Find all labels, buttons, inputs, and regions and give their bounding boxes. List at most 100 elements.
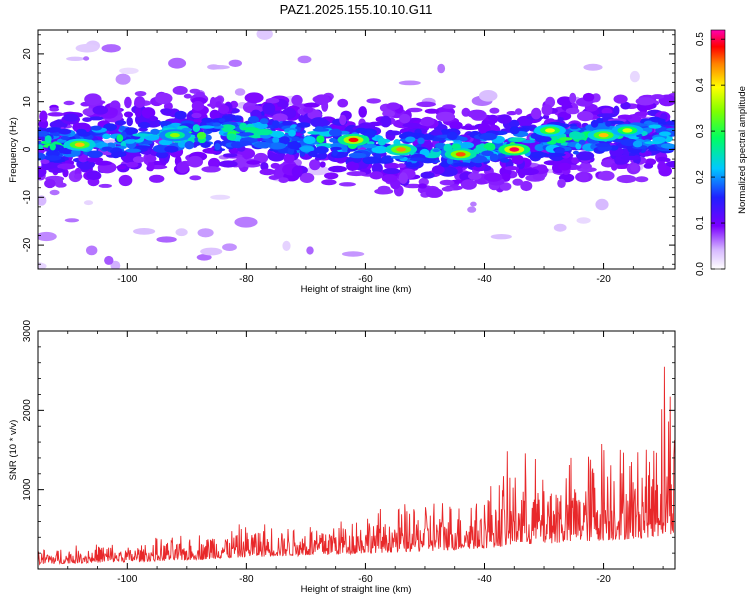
heatmap-cell	[583, 63, 603, 71]
heatmap-cell	[104, 255, 114, 265]
heatmap-cell	[118, 174, 133, 187]
heatmap-cell	[478, 90, 498, 102]
heatmap-cell	[520, 180, 533, 192]
heatmap-cell	[651, 94, 665, 100]
heatmap-cell	[92, 105, 109, 115]
heatmap-cell	[530, 151, 547, 159]
heatmap-cell	[499, 182, 512, 191]
heatmap-cell	[548, 153, 566, 157]
heatmap-cell	[272, 113, 288, 122]
heatmap-cell	[256, 128, 273, 136]
heatmap-cell	[439, 179, 455, 186]
heatmap-cell	[309, 159, 321, 171]
heatmap-cell	[407, 107, 423, 113]
heatmap-cell	[381, 174, 398, 183]
heatmap-cell	[49, 120, 68, 129]
y-tick-label: 0	[22, 146, 33, 152]
heatmap-cell	[650, 118, 666, 123]
snr-x-label: Height of straight line (km)	[301, 584, 412, 595]
heatmap-cell	[657, 161, 667, 172]
heatmap-cell	[382, 109, 395, 118]
heatmap-cell	[183, 93, 192, 99]
heatmap-cell	[617, 114, 633, 120]
heatmap-cell	[155, 151, 169, 159]
heatmap-cell	[620, 155, 641, 161]
heatmap-cell	[441, 186, 454, 192]
heatmap-cell	[64, 218, 80, 223]
heatmap-cell	[648, 124, 662, 129]
heatmap-cell	[58, 128, 72, 135]
heatmap-cell	[409, 157, 426, 162]
heatmap-cell	[665, 120, 675, 126]
heatmap-cell	[40, 159, 50, 164]
heatmap-cell	[212, 122, 221, 127]
heatmap-cell	[434, 142, 447, 150]
heatmap-cell	[210, 194, 231, 200]
heatmap-cell	[504, 166, 519, 171]
heatmap-cell	[126, 161, 139, 168]
heatmap-cell	[138, 127, 149, 132]
heatmap-cell	[221, 124, 234, 133]
heatmap-cell	[86, 170, 101, 180]
heatmap-cell	[164, 145, 179, 153]
heatmap-cell	[291, 94, 303, 106]
heatmap-cell	[303, 107, 314, 113]
heatmap-cell	[341, 145, 348, 153]
heatmap-cell	[571, 157, 580, 164]
heatmap-cell	[657, 156, 668, 162]
heatmap-cell	[154, 92, 173, 105]
heatmap-cell	[595, 198, 609, 211]
heatmap-cell	[160, 108, 172, 114]
x-tick-label: -60	[358, 574, 373, 585]
heatmap-cell	[226, 133, 237, 141]
heatmap-cell	[328, 165, 347, 173]
heatmap-cell	[489, 153, 499, 162]
heatmap-cell	[259, 168, 276, 176]
heatmap-cell	[346, 161, 359, 171]
heatmap-cell	[119, 67, 139, 75]
heatmap-cell	[271, 130, 285, 139]
heatmap-cell	[535, 136, 552, 143]
heatmap-cell	[431, 165, 445, 175]
heatmap-cell	[122, 127, 139, 135]
heatmap-cell	[86, 245, 98, 256]
heatmap-cell	[169, 133, 180, 138]
heatmap-cell	[244, 92, 264, 104]
heatmap-cell	[272, 136, 280, 144]
heatmap-cell	[308, 150, 318, 157]
heatmap-cell	[262, 102, 276, 115]
heatmap-cell	[126, 116, 133, 127]
heatmap-cell	[103, 123, 117, 131]
heatmap-cell	[497, 114, 512, 124]
heatmap-cell	[398, 80, 421, 86]
heatmap-cell	[451, 143, 462, 150]
heatmap-cell	[175, 228, 188, 237]
heatmap-cell	[557, 178, 566, 188]
heatmap-cell	[468, 161, 476, 168]
heatmap-cell	[134, 106, 142, 118]
heatmap-cell	[209, 96, 217, 109]
heatmap-cell	[101, 44, 121, 53]
heatmap-cell	[115, 120, 127, 126]
heatmap-cell	[570, 126, 579, 130]
heatmap-cell	[506, 111, 518, 116]
heatmap-cell	[46, 150, 60, 158]
heatmap-cell	[149, 174, 165, 183]
heatmap-cell	[313, 94, 330, 105]
heatmap-cell	[94, 160, 112, 166]
heatmap-cell	[449, 121, 463, 130]
heatmap-cell	[536, 164, 548, 172]
heatmap-cell	[145, 155, 157, 163]
heatmap-cell	[150, 128, 160, 135]
heatmap-cell	[330, 142, 345, 149]
heatmap-cell	[265, 97, 280, 104]
heatmap-cell	[590, 119, 599, 128]
heatmap-cell	[115, 73, 131, 85]
heatmap-cell	[214, 143, 221, 151]
heatmap-cell	[278, 177, 289, 184]
heatmap-cell	[515, 108, 523, 115]
colorbar-tick-label: 0.5	[695, 32, 706, 46]
y-tick-label: 3000	[22, 319, 33, 342]
heatmap-cell	[176, 161, 189, 174]
heatmap-cell	[557, 116, 564, 123]
